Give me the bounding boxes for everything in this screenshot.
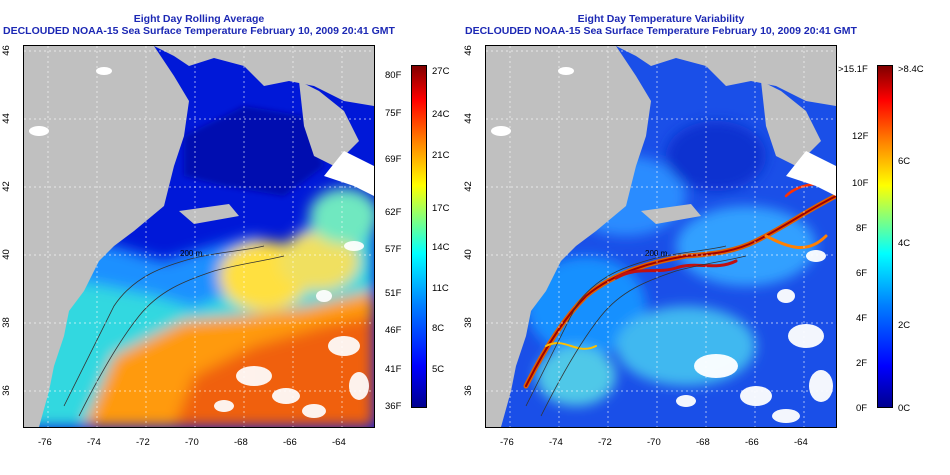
x-tick: -76	[500, 437, 514, 448]
y-tick: 38	[0, 317, 12, 328]
colorbar-label-f: 69F	[385, 154, 402, 165]
colorbar-label-f: 2F	[856, 358, 868, 369]
x-tick: -68	[696, 437, 710, 448]
y-tick: 36	[462, 385, 474, 396]
y-tick: 42	[0, 181, 12, 192]
colorbar-label-f: 46F	[385, 325, 402, 336]
colorbar-label-f: >15.1F	[838, 64, 868, 75]
y-tick: 44	[0, 113, 12, 124]
x-tick: -70	[185, 437, 199, 448]
x-tick: -74	[549, 437, 563, 448]
right-variability-map[interactable]	[485, 45, 837, 428]
x-tick: -68	[234, 437, 248, 448]
x-tick: -64	[332, 437, 346, 448]
colorbar-label-f: 6F	[856, 268, 868, 279]
colorbar-label-c: 24C	[432, 109, 450, 120]
x-tick: -76	[38, 437, 52, 448]
colorbar-label-c: 11C	[432, 283, 449, 294]
land-mass	[24, 46, 189, 427]
y-tick: 40	[0, 249, 12, 260]
colorbar-label-f: 36F	[385, 401, 402, 412]
colorbar-label-c: 6C	[898, 156, 911, 167]
x-tick: -66	[745, 437, 759, 448]
colorbar-label-f: 4F	[856, 313, 868, 324]
colorbar-label-f: 80F	[385, 70, 402, 81]
colorbar-label-c: >8.4C	[898, 64, 924, 75]
colorbar-label-f: 8F	[856, 223, 868, 234]
right-map-title: Eight Day Temperature Variability	[577, 13, 745, 25]
colorbar-label-f: 41F	[385, 364, 402, 375]
colorbar-label-f: 62F	[385, 207, 402, 218]
colorbar-label-c: 17C	[432, 203, 450, 214]
y-tick: 42	[462, 181, 474, 192]
colorbar-label-c: 27C	[432, 66, 450, 77]
colorbar-label-f: 57F	[385, 244, 402, 255]
colorbar-label-c: 8C	[432, 323, 445, 334]
contour-label-200m: 200 m	[180, 249, 203, 258]
y-tick: 46	[0, 45, 12, 56]
y-tick: 38	[462, 317, 474, 328]
colorbar-label-f: 10F	[852, 178, 869, 189]
y-tick: 44	[462, 113, 474, 124]
colorbar-label-f: 75F	[385, 108, 402, 119]
y-tick: 36	[0, 385, 12, 396]
x-tick: -66	[283, 437, 297, 448]
colorbar-label-f: 51F	[385, 288, 402, 299]
colorbar-label-c: 21C	[432, 150, 450, 161]
colorbar-label-c: 0C	[898, 403, 911, 414]
right-map-subtitle: DECLOUDED NOAA-15 Sea Surface Temperatur…	[465, 25, 857, 37]
colorbar-label-c: 2C	[898, 320, 911, 331]
colorbar-label-c: 4C	[898, 238, 911, 249]
x-tick: -74	[87, 437, 101, 448]
x-tick: -70	[647, 437, 661, 448]
y-tick: 46	[462, 45, 474, 56]
left-colorbar	[411, 65, 427, 408]
colorbar-label-c: 5C	[432, 364, 445, 375]
colorbar-label-f: 0F	[856, 403, 868, 414]
x-tick: -64	[794, 437, 808, 448]
x-tick: -72	[598, 437, 612, 448]
x-tick: -72	[136, 437, 150, 448]
contour-label-200m: 200 m	[645, 249, 668, 258]
colorbar-label-f: 12F	[852, 131, 869, 142]
right-colorbar	[877, 65, 893, 408]
left-map-subtitle: DECLOUDED NOAA-15 Sea Surface Temperatur…	[3, 25, 395, 37]
colorbar-label-c: 14C	[432, 242, 450, 253]
left-sst-map[interactable]	[23, 45, 375, 428]
left-map-title: Eight Day Rolling Average	[133, 13, 265, 25]
y-tick: 40	[462, 249, 474, 260]
